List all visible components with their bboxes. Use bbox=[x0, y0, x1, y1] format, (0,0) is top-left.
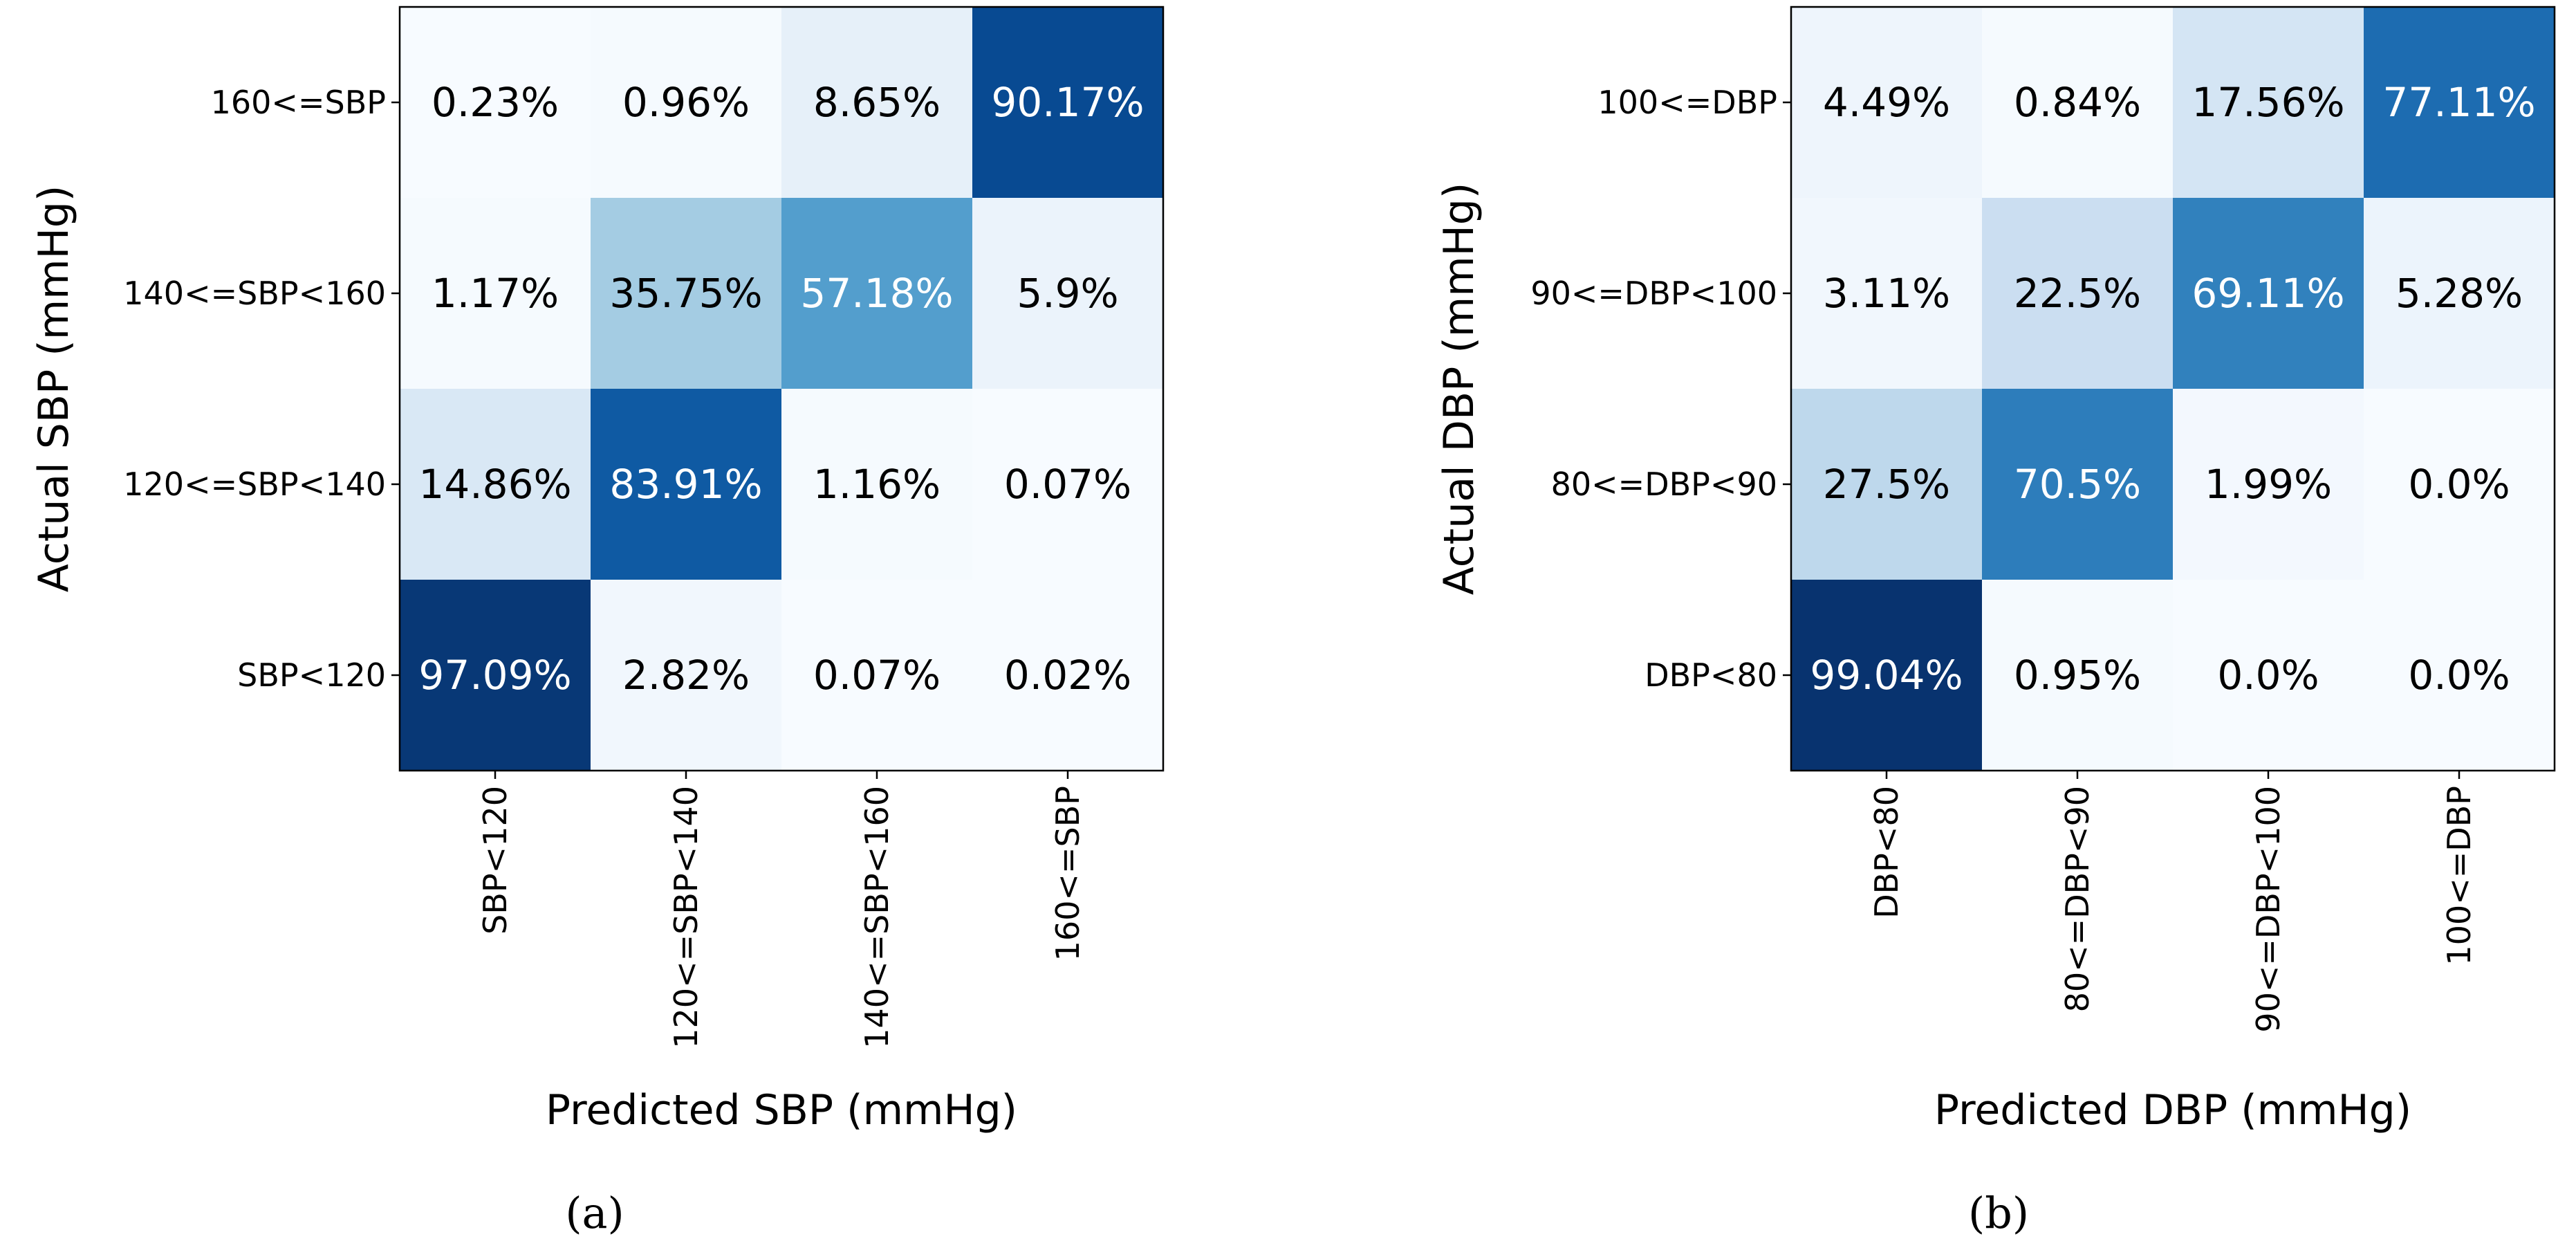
heatmap-cell bbox=[1791, 389, 1982, 580]
y-tick-label: 160<=SBP bbox=[211, 84, 386, 121]
x-axis-title: Predicted DBP (mmHg) bbox=[1934, 1086, 2411, 1134]
cell-value-label: 0.95% bbox=[2014, 652, 2141, 699]
y-tick-label: SBP<120 bbox=[237, 656, 386, 694]
heatmap-cell bbox=[1791, 580, 1982, 771]
cell-value-label: 99.04% bbox=[1810, 652, 1963, 699]
cell-value-label: 90.17% bbox=[991, 79, 1144, 126]
plot-frame bbox=[1790, 6, 2556, 772]
x-axis-title: Predicted SBP (mmHg) bbox=[546, 1086, 1017, 1134]
cell-value-label: 1.99% bbox=[2205, 461, 2332, 508]
cell-value-label: 83.91% bbox=[609, 461, 762, 508]
confusion-matrix-dbp: 4.49% 0.84% 17.56% 77.11% 3.11% 22.5% 69.11% 5.… bbox=[1435, 6, 2556, 1238]
cell-value-label: 69.11% bbox=[2192, 270, 2344, 317]
plot-frame bbox=[398, 6, 1165, 772]
cell-value-label: 0.0% bbox=[2217, 652, 2319, 699]
heatmap-cell bbox=[1791, 7, 1982, 198]
y-axis-title: Actual SBP (mmHg) bbox=[30, 185, 78, 592]
cell-value-label: 0.96% bbox=[622, 79, 750, 126]
heatmap-cell bbox=[781, 198, 972, 389]
heatmap-cell bbox=[2364, 580, 2555, 771]
cell-value-label: 8.65% bbox=[813, 79, 940, 126]
heatmap-cell bbox=[781, 389, 972, 580]
cell-value-label: 5.28% bbox=[2396, 270, 2523, 317]
heatmap-cell bbox=[972, 389, 1163, 580]
heatmap-cell bbox=[591, 580, 781, 771]
heatmap-cell bbox=[972, 198, 1163, 389]
panel-caption: (a) bbox=[565, 1188, 624, 1238]
cell-value-label: 0.0% bbox=[2408, 652, 2510, 699]
heatmap-cell bbox=[1791, 198, 1982, 389]
heatmap-cell bbox=[972, 7, 1163, 198]
heatmap-cell bbox=[2364, 7, 2555, 198]
x-tick-label: 90<=DBP<100 bbox=[2250, 786, 2287, 1033]
heatmap-cell bbox=[400, 7, 591, 198]
heatmap-cell bbox=[2173, 580, 2364, 771]
heatmap-cell bbox=[2173, 7, 2364, 198]
y-tick-label: 140<=SBP<160 bbox=[123, 275, 386, 312]
y-tick-label: 120<=SBP<140 bbox=[123, 466, 386, 503]
cell-value-label: 3.11% bbox=[1823, 270, 1950, 317]
cell-value-label: 0.84% bbox=[2014, 79, 2141, 126]
heatmap-cell bbox=[1982, 389, 2173, 580]
heatmap-cell bbox=[781, 7, 972, 198]
y-tick-label: DBP<80 bbox=[1644, 656, 1777, 694]
cell-value-label: 0.0% bbox=[2408, 461, 2510, 508]
cell-value-label: 0.23% bbox=[432, 79, 559, 126]
heatmap-cell bbox=[400, 580, 591, 771]
cell-value-label: 5.9% bbox=[1017, 270, 1118, 317]
heatmap-cell bbox=[2364, 389, 2555, 580]
cell-value-label: 27.5% bbox=[1823, 461, 1950, 508]
x-tick-label: SBP<120 bbox=[476, 786, 514, 935]
heatmap-cell bbox=[591, 389, 781, 580]
heatmap-cell bbox=[591, 7, 781, 198]
cell-value-label: 22.5% bbox=[2014, 270, 2141, 317]
panel-caption: (b) bbox=[1968, 1188, 2029, 1238]
y-tick-label: 90<=DBP<100 bbox=[1530, 275, 1777, 312]
heatmap-cell bbox=[1982, 7, 2173, 198]
heatmap-cell bbox=[781, 580, 972, 771]
x-tick-label: 100<=DBP bbox=[2440, 786, 2478, 966]
heatmap-cell bbox=[972, 580, 1163, 771]
heatmap-cell bbox=[2364, 198, 2555, 389]
cell-value-label: 0.02% bbox=[1004, 652, 1131, 699]
cell-value-label: 2.82% bbox=[622, 652, 750, 699]
y-axis-title: Actual DBP (mmHg) bbox=[1435, 183, 1483, 596]
heatmap-cell bbox=[400, 389, 591, 580]
cell-value-label: 14.86% bbox=[418, 461, 571, 508]
cell-value-label: 4.49% bbox=[1823, 79, 1950, 126]
heatmap-cell bbox=[1982, 580, 2173, 771]
heatmap-cell bbox=[591, 198, 781, 389]
cell-value-label: 77.11% bbox=[2382, 79, 2535, 126]
cell-value-label: 1.16% bbox=[813, 461, 940, 508]
x-tick-label: 80<=DBP<90 bbox=[2059, 786, 2096, 1012]
confusion-matrix-sbp: 0.23% 0.96% 8.65% 90.17% 1.17% 35.75% 57.18% 5.… bbox=[30, 6, 1165, 1238]
x-tick-label: 160<=SBP bbox=[1049, 786, 1086, 961]
cell-value-label: 17.56% bbox=[2192, 79, 2344, 126]
cell-value-label: 57.18% bbox=[800, 270, 953, 317]
x-tick-label: 120<=SBP<140 bbox=[667, 786, 705, 1049]
cell-value-label: 97.09% bbox=[418, 652, 571, 699]
heatmap-cell bbox=[2173, 198, 2364, 389]
cell-value-label: 1.17% bbox=[432, 270, 559, 317]
x-tick-label: DBP<80 bbox=[1868, 786, 1905, 919]
cell-value-label: 35.75% bbox=[609, 270, 762, 317]
y-tick-label: 100<=DBP bbox=[1597, 84, 1777, 121]
cell-value-label: 0.07% bbox=[813, 652, 940, 699]
cell-value-label: 0.07% bbox=[1004, 461, 1131, 508]
heatmap-cell bbox=[2173, 389, 2364, 580]
cell-value-label: 70.5% bbox=[2014, 461, 2141, 508]
x-tick-label: 140<=SBP<160 bbox=[858, 786, 896, 1049]
heatmap-cell bbox=[1982, 198, 2173, 389]
heatmap-cell bbox=[400, 198, 591, 389]
y-tick-label: 80<=DBP<90 bbox=[1551, 466, 1777, 503]
